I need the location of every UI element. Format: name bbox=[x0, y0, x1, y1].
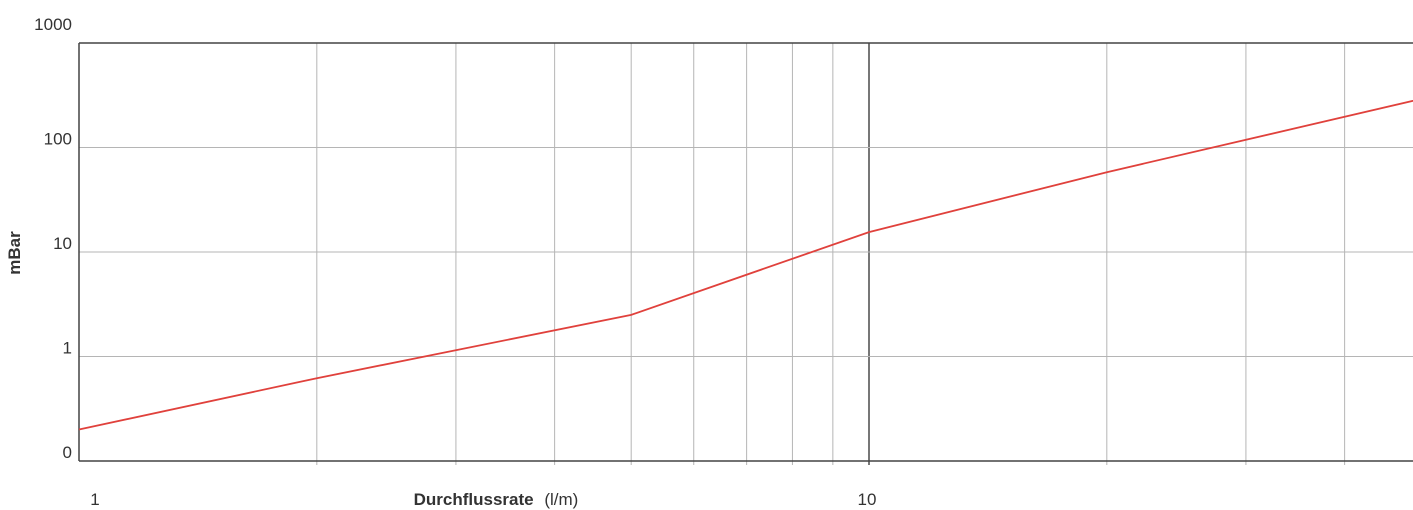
x-axis-label-unit: (l/m) bbox=[544, 490, 578, 509]
plot-frame bbox=[78, 42, 1413, 462]
y-tick-label: 100 bbox=[44, 130, 72, 149]
y-tick-label: 1 bbox=[63, 339, 72, 358]
chart-series bbox=[78, 99, 1413, 431]
x-axis-label: Durchflussrate (l/m) bbox=[414, 490, 579, 509]
y-axis-label: mBar bbox=[5, 231, 24, 275]
x-tick-labels: 1 10 bbox=[90, 490, 876, 509]
x-tick-label: 1 bbox=[90, 490, 99, 509]
y-tick-label: 0 bbox=[63, 443, 72, 462]
x-axis-label-name: Durchflussrate bbox=[414, 490, 534, 509]
y-tick-label: 1000 bbox=[34, 15, 72, 34]
series-line bbox=[78, 99, 1413, 431]
x-tick-label: 10 bbox=[858, 490, 877, 509]
chart-grid bbox=[79, 43, 1413, 465]
y-tick-label: 10 bbox=[53, 234, 72, 253]
y-tick-labels: 0 1 10 100 1000 bbox=[34, 15, 72, 462]
